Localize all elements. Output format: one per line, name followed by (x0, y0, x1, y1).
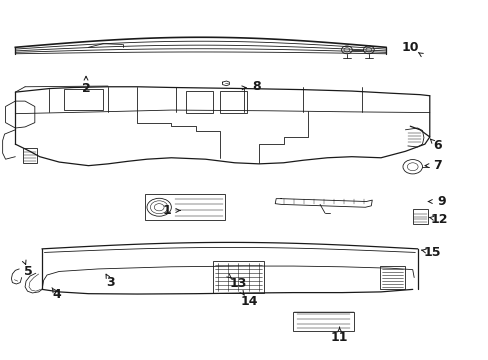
Text: 1: 1 (162, 204, 170, 217)
Text: 2: 2 (81, 82, 90, 95)
Text: 6: 6 (432, 139, 441, 152)
Text: 14: 14 (240, 296, 258, 309)
Text: 3: 3 (106, 276, 115, 289)
Text: 11: 11 (330, 331, 347, 344)
Bar (185, 91, 212, 113)
Text: 7: 7 (432, 159, 441, 172)
Text: 10: 10 (401, 41, 418, 54)
Text: 12: 12 (430, 213, 447, 226)
Text: 9: 9 (437, 195, 446, 208)
Text: 8: 8 (252, 80, 261, 93)
Bar (412, 210, 427, 224)
Bar (293, 312, 353, 331)
Bar (22, 148, 37, 163)
Text: 15: 15 (423, 246, 440, 259)
Text: 4: 4 (52, 288, 61, 301)
Bar (144, 194, 224, 220)
Text: 13: 13 (229, 278, 246, 291)
Bar (212, 261, 264, 293)
Bar (379, 266, 405, 289)
Text: 5: 5 (24, 265, 33, 278)
Bar (64, 89, 103, 110)
Bar (220, 91, 246, 113)
